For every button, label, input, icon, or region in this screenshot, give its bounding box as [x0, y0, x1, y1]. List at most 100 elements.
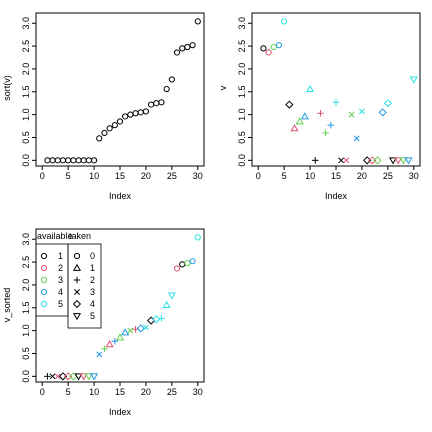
data-point	[290, 124, 299, 132]
data-point	[162, 300, 171, 308]
panel3-x-tick-label: 25	[167, 387, 177, 397]
panel2-x-tick-label: 5	[282, 171, 287, 181]
data-point	[358, 108, 365, 115]
legend: available taken 1 2 3 4 5 0 1 2 3 4 5	[35, 231, 102, 329]
legend-taken-marker	[72, 313, 82, 321]
data-point	[275, 42, 283, 49]
data-point	[101, 345, 108, 353]
data-point	[116, 118, 124, 125]
data-point	[158, 99, 165, 106]
data-point	[409, 76, 418, 84]
data-point	[194, 234, 201, 241]
panel3-x-tick-label: 20	[141, 387, 151, 397]
legend-taken-marker	[72, 299, 82, 309]
data-point	[167, 292, 176, 300]
panel2-y-tick-label: 0.5	[237, 131, 247, 144]
data-point	[281, 18, 288, 25]
legend-available-label: 5	[58, 299, 63, 309]
legend-taken-label: 0	[90, 251, 95, 261]
data-point	[348, 111, 355, 118]
panel2-x-tick-label: 10	[305, 171, 315, 181]
legend-available-label: 1	[58, 251, 63, 261]
panel2-x-tick-label: 30	[409, 171, 419, 181]
panel3-y-tick-label: 1.0	[21, 324, 31, 337]
panel1-y-tick-label: 2.5	[21, 40, 31, 53]
panel3-y-tick-label: 3.0	[21, 233, 31, 246]
data-point	[327, 121, 335, 129]
legend-taken-label: 5	[90, 311, 95, 321]
data-point	[338, 157, 345, 164]
panel1-y-tick-label: 0.0	[21, 154, 31, 167]
panel1-x-tick-label: 0	[40, 171, 45, 181]
panel2-y-tick-label: 3.0	[237, 17, 247, 30]
panel3-x-tick-label: 10	[89, 387, 99, 397]
data-point	[173, 265, 181, 272]
data-point	[136, 324, 145, 333]
panel2-y-tick-label: 2.0	[237, 63, 247, 76]
panel-values-sorted: v_sorted Index available taken 1 2 3 4 5 0 1 2 3…	[2, 228, 205, 417]
data-point	[90, 157, 98, 164]
data-point	[373, 156, 382, 165]
legend-available-label: 3	[58, 275, 63, 285]
legend-available-marker	[40, 252, 48, 260]
data-point	[285, 100, 294, 109]
panel3-y-tick-label: 1.5	[21, 302, 31, 315]
legend-taken-marker	[74, 289, 80, 295]
legend-taken-label: 3	[90, 287, 95, 297]
data-point	[295, 117, 304, 125]
legend-taken-marker	[73, 276, 81, 284]
data-point	[173, 49, 181, 56]
panel2-y-tick-label: 1.0	[237, 108, 247, 121]
legend-title-taken: taken	[69, 231, 91, 241]
panel2-x-tick-label: 25	[383, 171, 393, 181]
panel1-x-tick-label: 30	[193, 171, 203, 181]
legend-available-marker	[40, 288, 48, 296]
panel1-x-tick-label: 20	[141, 171, 151, 181]
data-point	[44, 373, 51, 380]
legend-available-marker	[40, 300, 48, 308]
data-point	[49, 373, 56, 380]
panel3-y-tick-label: 0.5	[21, 347, 31, 360]
data-point	[96, 135, 103, 142]
data-point	[394, 157, 403, 165]
panel2-x-tick-label: 20	[357, 171, 367, 181]
legend-taken-label: 1	[90, 263, 95, 273]
panel1-x-tick-label: 25	[167, 171, 177, 181]
panel1-y-tick-label: 3.0	[21, 17, 31, 30]
data-point	[332, 98, 340, 106]
panel3-xlabel: Index	[109, 407, 132, 417]
panel2-xlabel: Index	[325, 191, 348, 201]
data-point	[115, 333, 125, 341]
legend-available-marker	[40, 264, 48, 272]
panel1-y-tick-label: 1.5	[21, 86, 31, 99]
data-point	[194, 18, 201, 25]
panel2-x-tick-label: 0	[256, 171, 261, 181]
panel1-x-tick-label: 10	[89, 171, 99, 181]
panel1-y-tick-label: 2.0	[21, 63, 31, 76]
data-point	[184, 259, 191, 267]
panel1-y-tick-label: 0.5	[21, 131, 31, 144]
panel1-x-tick-label: 5	[66, 171, 71, 181]
data-point	[383, 99, 392, 108]
data-point	[54, 373, 61, 380]
data-point	[121, 328, 130, 336]
data-point	[96, 351, 103, 358]
data-point	[142, 108, 150, 115]
data-point	[90, 373, 99, 381]
data-point	[265, 49, 272, 56]
data-point	[111, 122, 118, 129]
panel2-ylabel: v	[218, 85, 228, 90]
data-point	[122, 113, 129, 120]
legend-taken-label: 4	[90, 299, 95, 309]
data-point	[101, 129, 108, 137]
panel2-y-tick-label: 1.5	[237, 86, 247, 99]
legend-available-label: 4	[58, 287, 63, 297]
data-point	[79, 373, 88, 381]
panel2-y-tick-label: 0.0	[237, 154, 247, 167]
data-point	[105, 340, 114, 348]
data-point	[168, 76, 175, 83]
data-point	[388, 157, 398, 165]
panel3-x-tick-label: 30	[193, 387, 203, 397]
